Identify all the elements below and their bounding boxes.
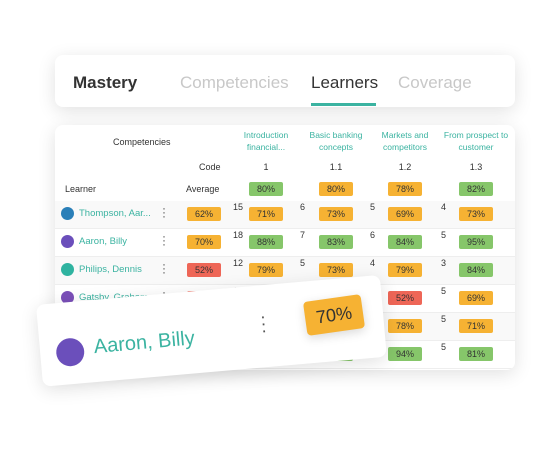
row-menu[interactable]: ··· — [162, 229, 166, 251]
column-title: From prospect to customer — [443, 130, 509, 152]
cell-score-badge: 88% — [249, 235, 283, 249]
learner-avatar — [61, 263, 74, 276]
cell-score-badge: 84% — [388, 235, 422, 249]
cell-score-badge: 69% — [388, 207, 422, 221]
cell-count: 12 — [233, 258, 244, 268]
cell-score-badge: 73% — [319, 263, 353, 277]
cell-score-badge: 71% — [459, 319, 493, 333]
cell-count: 5 — [441, 286, 447, 296]
tab[interactable]: Coverage — [398, 73, 472, 92]
cell-score-badge: 69% — [459, 291, 493, 305]
column-average-badge: 80% — [249, 182, 283, 196]
column-title: Introduction financial... — [243, 130, 289, 152]
cell-count: 5 — [441, 314, 447, 324]
cell-score-badge: 81% — [459, 347, 493, 361]
tab[interactable]: Learners — [311, 73, 379, 92]
learner-average-badge: 62% — [187, 207, 221, 221]
column-average-badge: 80% — [319, 182, 353, 196]
cell-count: 5 — [370, 202, 376, 212]
tab-underline — [311, 103, 376, 106]
column-code: 1.1 — [329, 162, 343, 172]
tab[interactable]: Mastery — [73, 73, 138, 92]
column-average-badge: 78% — [388, 182, 422, 196]
cell-score-badge: 78% — [388, 319, 422, 333]
cell-count: 5 — [300, 258, 306, 268]
tab-bar — [55, 55, 515, 107]
cell-count: 15 — [233, 202, 244, 212]
row-background — [55, 201, 515, 229]
popup-menu[interactable]: · · · — [258, 306, 268, 341]
row-menu[interactable]: ··· — [162, 257, 166, 279]
row-background — [55, 229, 515, 257]
column-average-badge: 82% — [459, 182, 493, 196]
column-title: Markets and competitors — [381, 130, 429, 152]
cell-score-badge: 79% — [388, 263, 422, 277]
learner-label: Learner — [65, 184, 97, 194]
competencies-label: Competencies — [113, 137, 171, 147]
cell-count: 18 — [233, 230, 244, 240]
code-label: Code — [199, 162, 221, 172]
learner-avatar — [61, 235, 74, 248]
learner-avatar — [61, 207, 74, 220]
learner-name[interactable]: Thompson, Aar... — [79, 208, 151, 219]
cell-count: 5 — [441, 342, 447, 352]
cell-score-badge: 83% — [319, 235, 353, 249]
column-code: 1.2 — [398, 162, 412, 172]
tab[interactable]: Competencies — [180, 73, 289, 92]
cell-count: 5 — [441, 230, 447, 240]
row-menu[interactable]: ··· — [162, 201, 166, 223]
cell-score-badge: 71% — [249, 207, 283, 221]
cell-score-badge: 73% — [319, 207, 353, 221]
cell-score-badge: 52% — [388, 291, 422, 305]
cell-count: 6 — [370, 230, 376, 240]
cell-score-badge: 79% — [249, 263, 283, 277]
average-label: Average — [186, 184, 220, 194]
learner-average-badge: 52% — [187, 263, 221, 277]
popup-name: Aaron, Billy — [92, 327, 196, 359]
column-title: Basic banking concepts — [309, 130, 363, 152]
cell-score-badge: 73% — [459, 207, 493, 221]
learner-avatar — [61, 291, 74, 304]
cell-count: 7 — [300, 230, 306, 240]
popup-avatar — [55, 337, 86, 368]
column-code: 1.3 — [469, 162, 483, 172]
cell-count: 4 — [441, 202, 447, 212]
cell-score-badge: 94% — [388, 347, 422, 361]
cell-count: 4 — [370, 258, 376, 268]
column-code: 1 — [263, 162, 269, 172]
learner-average-badge: 70% — [187, 235, 221, 249]
learner-name[interactable]: Aaron, Billy — [79, 236, 128, 247]
cell-count: 6 — [300, 202, 306, 212]
cell-score-badge: 95% — [459, 235, 493, 249]
cell-score-badge: 84% — [459, 263, 493, 277]
cell-count: 3 — [441, 258, 447, 268]
learner-name[interactable]: Philips, Dennis — [79, 264, 142, 275]
row-background — [55, 257, 515, 285]
